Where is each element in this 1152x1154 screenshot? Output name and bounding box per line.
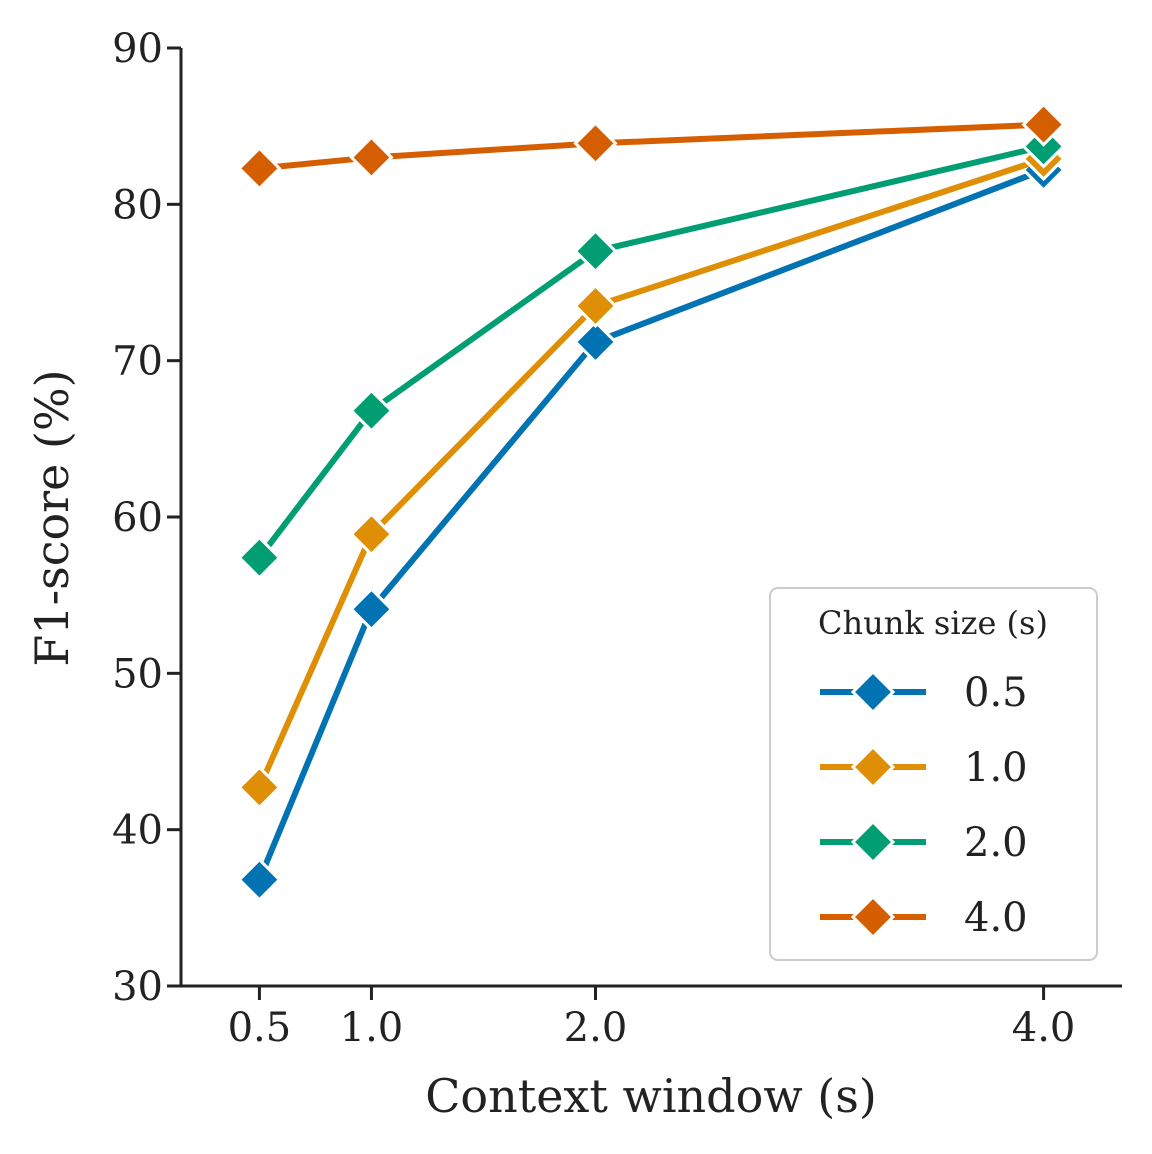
axes: 30 40 50 60 70 80 90 0.5 1.0 2.0 4.0	[112, 26, 1122, 1051]
data-point-marker	[349, 135, 394, 180]
data-point-marker	[573, 319, 618, 365]
data-point-marker	[237, 146, 282, 191]
x-axis-label: Context window (s)	[425, 1069, 877, 1123]
y-tick-label: 60	[112, 495, 163, 541]
x-tick-label: 1.0	[340, 1005, 404, 1051]
legend: Chunk size (s) 0.5 1.0 2.0 4.0	[769, 587, 1098, 961]
legend-item-1.0: 1.0	[820, 744, 1028, 791]
data-point-marker	[237, 535, 282, 580]
x-tick-label: 4.0	[1012, 1005, 1076, 1051]
x-tick-label: 0.5	[228, 1005, 292, 1051]
data-point-marker	[349, 512, 394, 557]
data-point-marker	[573, 229, 618, 274]
y-axis-label: F1-score (%)	[25, 369, 79, 666]
data-point-marker	[237, 765, 282, 810]
legend-label: 2.0	[964, 820, 1028, 866]
series-4.0	[237, 102, 1066, 191]
y-tick-label: 50	[112, 651, 163, 697]
legend-box	[769, 587, 1098, 961]
series-line	[259, 121, 1044, 172]
legend-item-4.0: 4.0	[820, 894, 1028, 941]
legend-marker	[850, 669, 896, 715]
y-tick-label: 40	[112, 808, 163, 854]
x-tick-label: 2.0	[564, 1005, 628, 1051]
series-1.0	[237, 136, 1066, 810]
series-layer	[237, 102, 1066, 902]
y-tick-label: 80	[112, 182, 163, 228]
y-tick-label: 30	[112, 964, 163, 1010]
data-point-marker	[573, 121, 618, 166]
series-line	[256, 167, 1045, 881]
data-point-marker	[349, 587, 394, 632]
legend-label: 4.0	[964, 895, 1028, 941]
legend-marker	[850, 894, 896, 940]
data-point-marker	[237, 857, 282, 902]
legend-item-2.0: 2.0	[820, 819, 1028, 866]
y-tick-label: 70	[112, 339, 163, 385]
data-point-marker	[349, 388, 394, 433]
legend-label: 0.5	[964, 670, 1028, 716]
legend-title: Chunk size (s)	[818, 604, 1048, 642]
legend-marker	[850, 744, 896, 790]
legend-item-0.5: 0.5	[820, 669, 1028, 716]
data-point-marker	[1021, 102, 1066, 147]
series-line	[256, 156, 1045, 789]
data-point-marker	[573, 283, 618, 329]
y-tick-label: 90	[112, 26, 163, 72]
legend-label: 1.0	[964, 745, 1028, 791]
series-line	[257, 143, 1045, 560]
legend-marker	[850, 819, 896, 865]
